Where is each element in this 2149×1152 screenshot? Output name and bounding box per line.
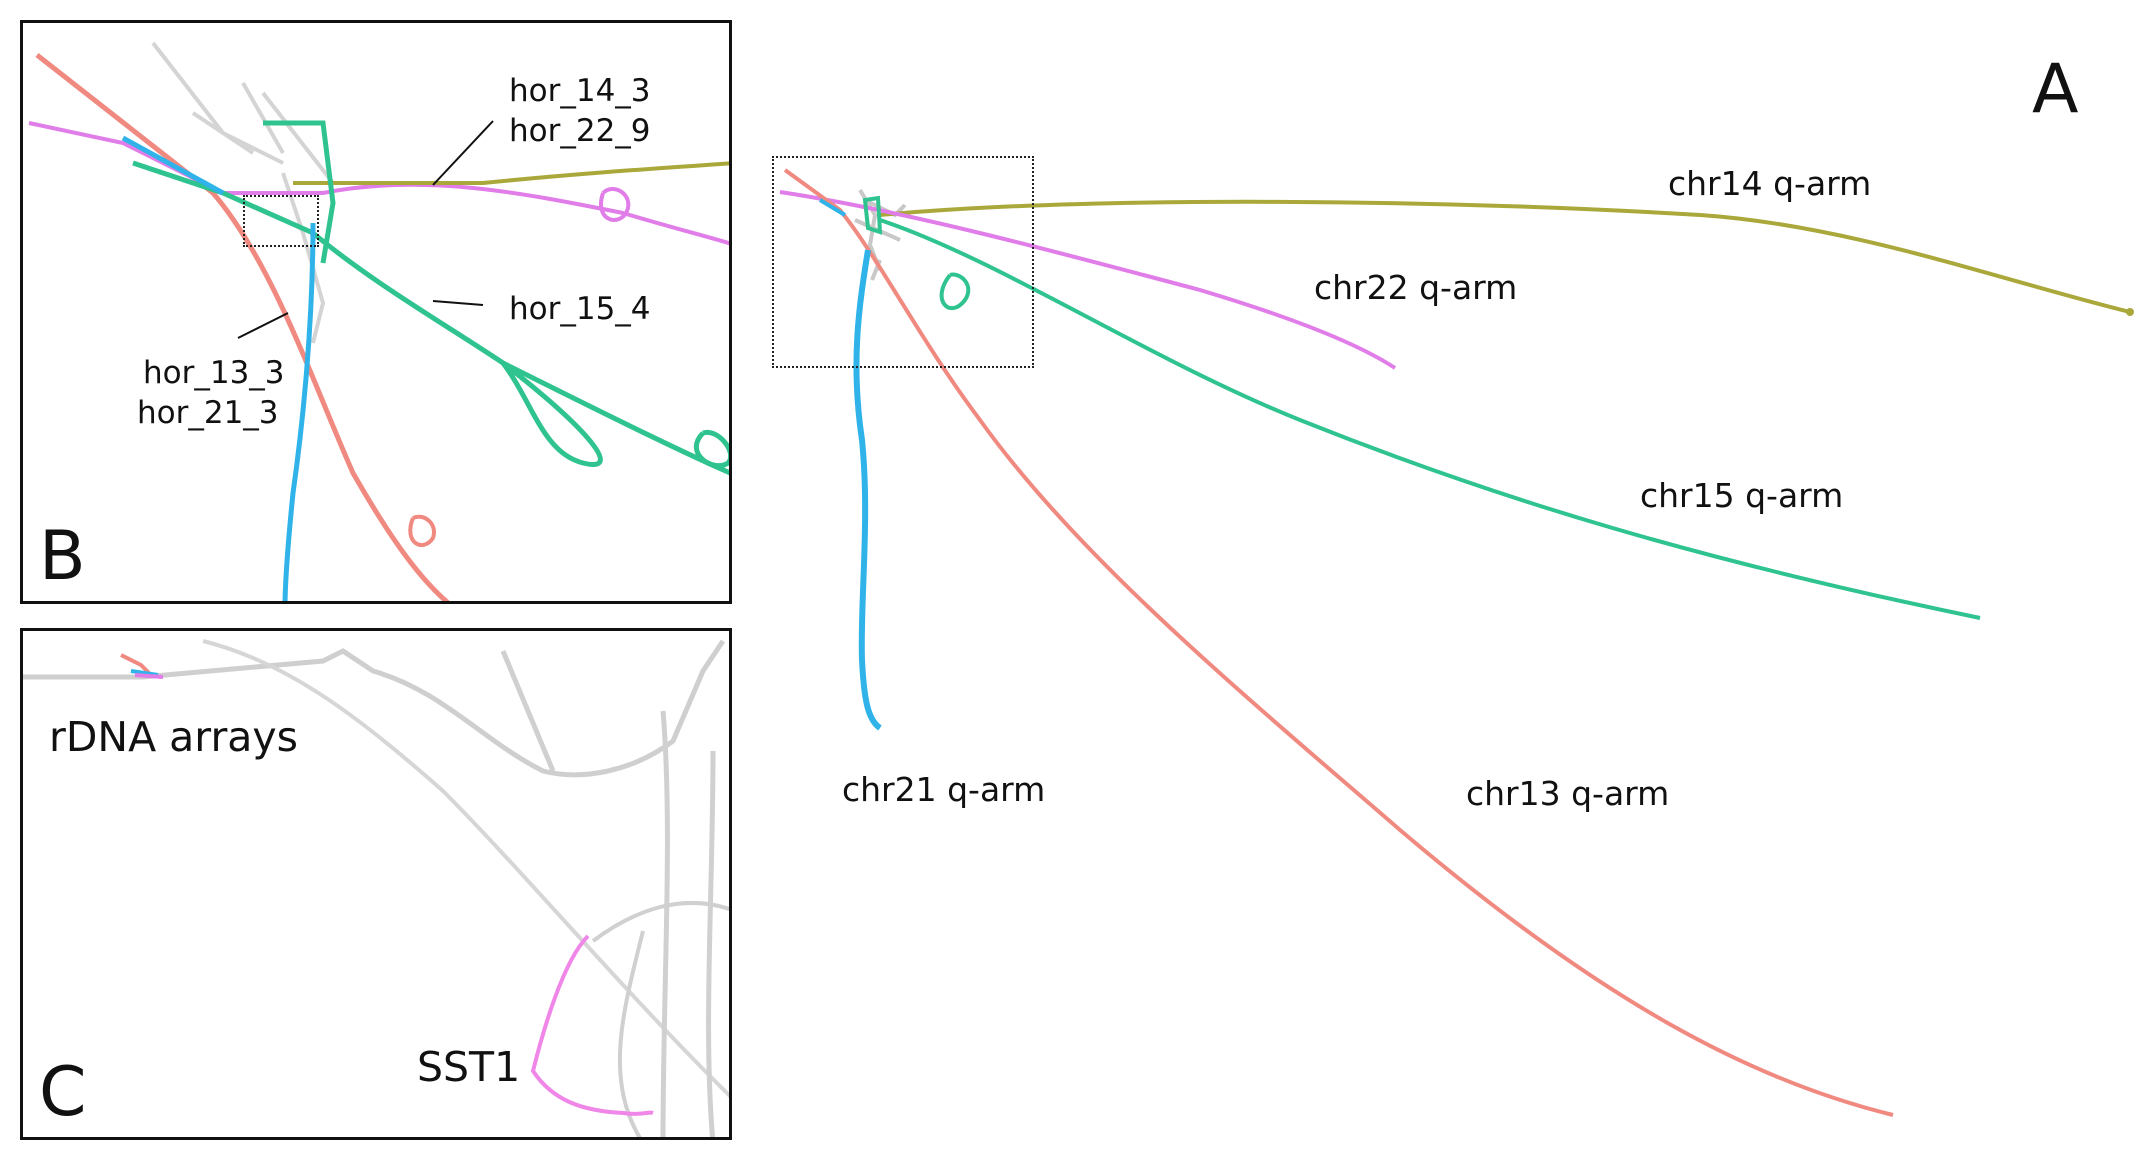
rdna-gray-long: [203, 641, 732, 1101]
panel-b-zoom-box: [243, 195, 319, 247]
hor-15-4-label: hor_15_4: [509, 289, 651, 329]
hor-15-pointer: [433, 301, 483, 305]
hor-14-22-pointer: [433, 121, 493, 185]
rdna-arrays-label: rDNA arrays: [49, 713, 298, 761]
panel-b: hor_14_3 hor_22_9 hor_15_4 hor_13_3 hor_…: [20, 20, 732, 604]
rdna-colored-tip-3: [135, 675, 163, 677]
panel-c: rDNA arrays SST1 C: [20, 628, 732, 1140]
chr21-q-arm-label: chr21 q-arm: [842, 770, 1045, 809]
hor-21-3-label: hor_21_3: [137, 393, 279, 433]
panel-b-letter: B: [39, 523, 86, 591]
panel-a-letter: A: [2032, 56, 2079, 124]
chr15-loop-small: [696, 432, 730, 465]
hor-14-3-label: hor_14_3: [509, 71, 651, 111]
sst1-gray-loop: [620, 931, 643, 1140]
hor-22-9-label: hor_22_9: [509, 111, 651, 151]
panel-c-letter: C: [39, 1059, 86, 1127]
chr13-q-arm-label: chr13 q-arm: [1466, 774, 1669, 813]
hor-13-21-pointer: [238, 313, 288, 338]
chr14-end-node: [2126, 308, 2134, 316]
chr15-q-arm-label: chr15 q-arm: [1640, 476, 1843, 515]
sst1-label: SST1: [417, 1043, 520, 1091]
hor-13-3-label: hor_13_3: [143, 353, 285, 393]
chr15-loop-b: [503, 363, 600, 465]
chr22-loop-b: [601, 189, 628, 220]
panel-c-graph: [23, 631, 732, 1140]
chr13-loop-b: [410, 517, 434, 545]
panel-a-zoom-box: [772, 156, 1034, 368]
chr22-q-arm-label: chr22 q-arm: [1314, 268, 1517, 307]
chr14-q-arm-label: chr14 q-arm: [1668, 164, 1871, 203]
chr14-path-b: [293, 163, 732, 183]
